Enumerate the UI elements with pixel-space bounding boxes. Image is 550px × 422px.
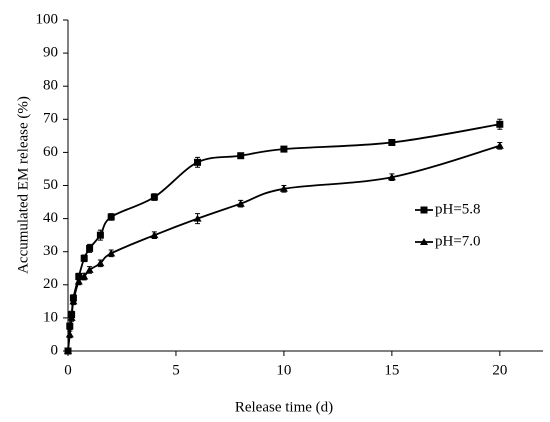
legend-marker bbox=[420, 206, 428, 214]
series-line bbox=[67, 144, 501, 352]
x-axis-label: Release time (d) bbox=[235, 399, 333, 415]
data-point bbox=[64, 347, 72, 354]
y-tick-label: 0 bbox=[51, 342, 59, 358]
y-tick-label: 100 bbox=[36, 11, 59, 27]
data-point bbox=[107, 213, 115, 221]
y-tick-label: 60 bbox=[43, 144, 58, 160]
y-tick-label: 40 bbox=[43, 210, 58, 226]
data-point bbox=[107, 249, 116, 257]
data-point bbox=[80, 254, 88, 262]
data-point bbox=[74, 277, 83, 285]
data-point bbox=[65, 330, 74, 338]
x-tick-label: 20 bbox=[492, 362, 507, 378]
data-point bbox=[86, 244, 94, 252]
data-point bbox=[67, 313, 76, 321]
data-point bbox=[69, 297, 78, 305]
x-tick-label: 5 bbox=[172, 362, 180, 378]
y-tick-label: 30 bbox=[43, 243, 58, 259]
data-point bbox=[75, 273, 83, 281]
data-point bbox=[495, 141, 504, 149]
y-axis-label: Accumulated EM release (%) bbox=[15, 96, 31, 274]
y-tick-label: 50 bbox=[43, 177, 58, 193]
data-point bbox=[388, 138, 396, 146]
data-point bbox=[236, 199, 245, 207]
y-tick-label: 90 bbox=[43, 45, 58, 61]
data-point bbox=[85, 265, 94, 273]
y-tick-label: 80 bbox=[43, 78, 58, 94]
y-tick-label: 10 bbox=[43, 309, 58, 325]
y-tick-label: 70 bbox=[43, 111, 58, 127]
data-point bbox=[279, 184, 288, 192]
y-tick-label: 20 bbox=[43, 276, 58, 292]
data-point bbox=[280, 145, 288, 153]
data-point bbox=[194, 158, 202, 166]
x-tick-label: 0 bbox=[64, 362, 72, 378]
x-tick-label: 10 bbox=[276, 362, 291, 378]
data-point bbox=[96, 259, 105, 267]
x-tick-label: 15 bbox=[384, 362, 399, 378]
data-point bbox=[150, 193, 158, 201]
data-point bbox=[96, 231, 104, 239]
legend-label: pH=7.0 bbox=[435, 233, 481, 249]
legend-marker bbox=[420, 238, 428, 245]
legend-label: pH=5.8 bbox=[435, 201, 481, 217]
data-point bbox=[150, 231, 159, 239]
data-point bbox=[237, 152, 245, 160]
data-point bbox=[387, 173, 396, 181]
data-point bbox=[66, 322, 74, 330]
data-point bbox=[80, 272, 89, 280]
data-point bbox=[496, 120, 504, 128]
data-point bbox=[193, 214, 202, 222]
